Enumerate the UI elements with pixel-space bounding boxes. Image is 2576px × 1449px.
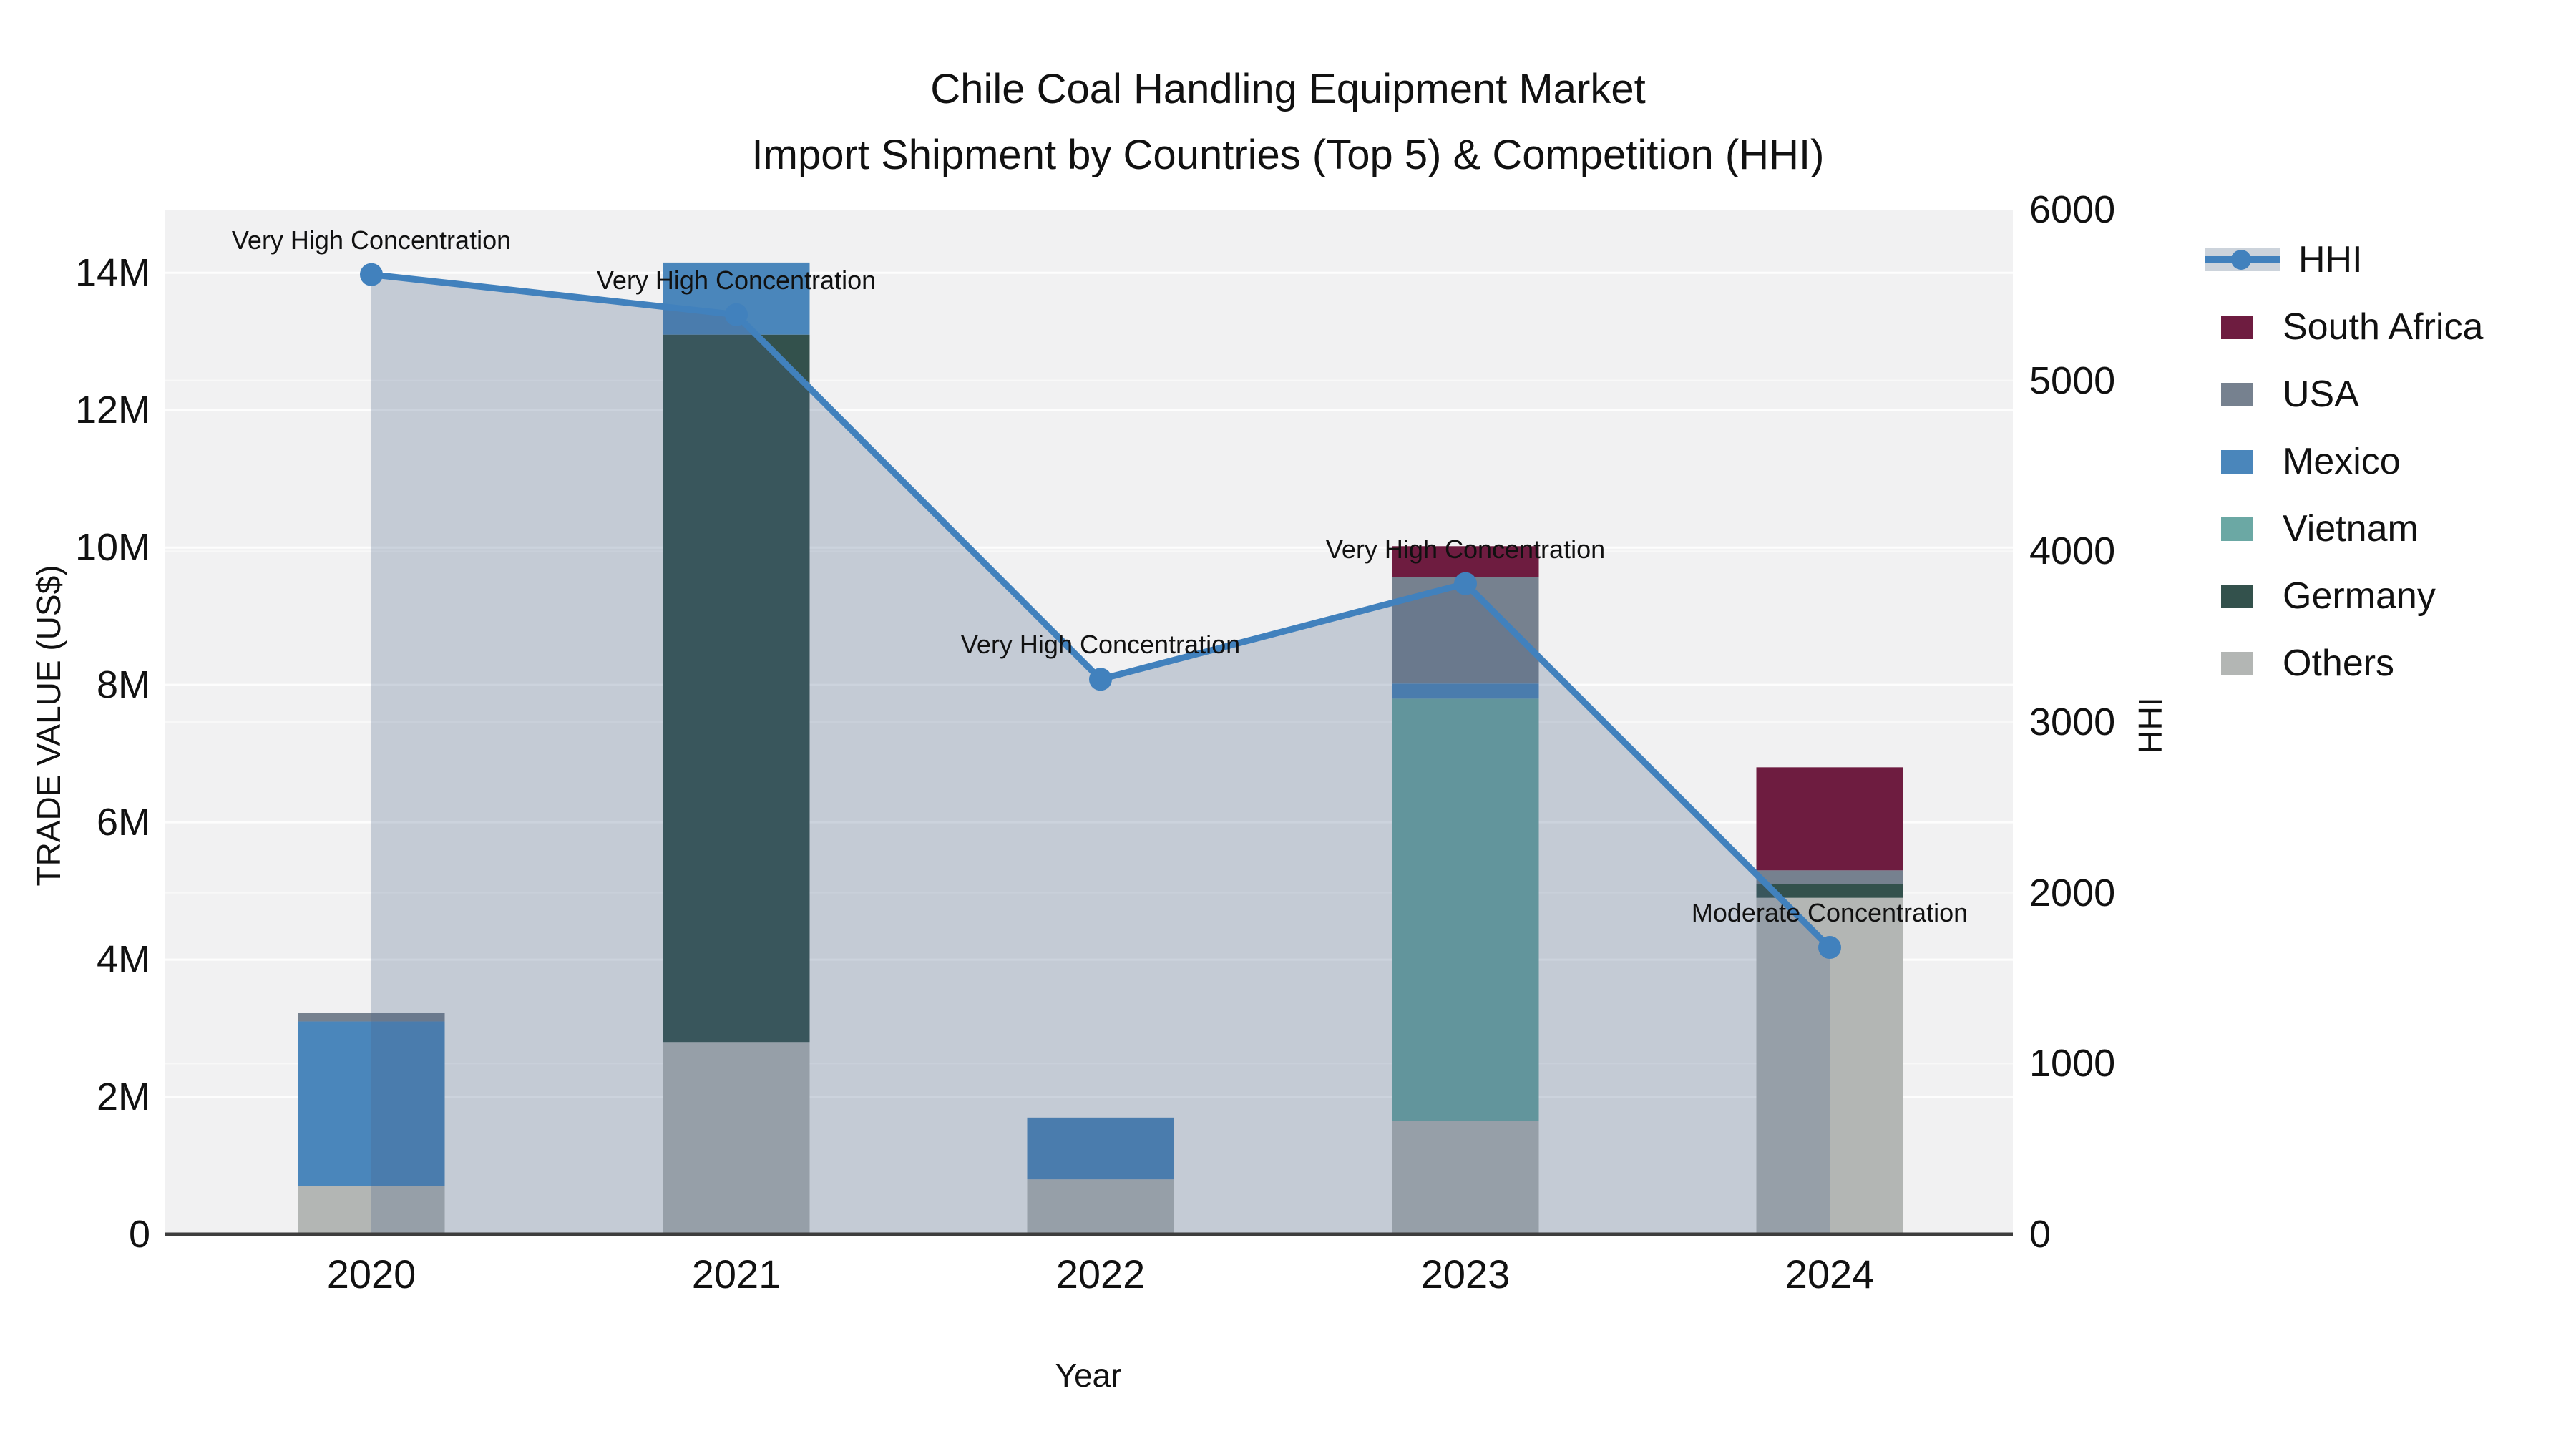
legend-label: USA <box>2283 374 2359 415</box>
legend-swatch-germany-icon <box>2221 584 2253 608</box>
hhi-marker-2023[interactable] <box>1454 572 1477 595</box>
y-left-tick-8M: 8M <box>96 663 150 707</box>
hhi-marker-2021[interactable] <box>725 303 748 326</box>
x-tick-2022: 2022 <box>1055 1252 1146 1297</box>
bar-segment-others-2020[interactable] <box>298 1186 445 1234</box>
chart-title-line2: Import Shipment by Countries (Top 5) & C… <box>751 132 1825 178</box>
bar-segment-germany-2024[interactable] <box>1756 884 1903 898</box>
x-tick-2023: 2023 <box>1420 1252 1511 1297</box>
bar-segment-mexico-2023[interactable] <box>1392 683 1539 699</box>
chart-title-line1: Chile Coal Handling Equipment Market <box>930 66 1646 112</box>
legend-swatch-vietnam-icon <box>2221 517 2253 541</box>
annotation-2024: Moderate Concentration <box>1691 898 1968 928</box>
hhi-line-sample-icon <box>2205 248 2280 271</box>
hhi-marker-2020[interactable] <box>360 263 383 286</box>
hhi-marker-2024[interactable] <box>1818 936 1841 960</box>
legend-item-usa[interactable]: USA <box>2205 361 2483 428</box>
legend-label: South Africa <box>2283 306 2484 348</box>
bar-segment-others-2022[interactable] <box>1027 1179 1174 1234</box>
legend-item-vietnam[interactable]: Vietnam <box>2205 495 2483 562</box>
y-left-tick-14M: 14M <box>74 251 150 295</box>
bar-segment-vietnam-2023[interactable] <box>1392 698 1539 1121</box>
y-right-tick-2000: 2000 <box>2029 871 2116 914</box>
y-left-tick-6M: 6M <box>96 801 150 844</box>
y-left-tick-0: 0 <box>128 1213 150 1256</box>
y-left-tick-2M: 2M <box>96 1075 150 1119</box>
legend-item-mexico[interactable]: Mexico <box>2205 428 2483 495</box>
bar-segment-south-africa-2024[interactable] <box>1756 767 1903 871</box>
y-right-tick-3000: 3000 <box>2029 701 2116 743</box>
legend-swatch-usa-icon <box>2221 382 2253 406</box>
x-tick-2020: 2020 <box>326 1252 416 1297</box>
y-right-tick-0: 0 <box>2029 1213 2051 1256</box>
legend-label: Mexico <box>2283 441 2401 482</box>
y-left-tick-12M: 12M <box>74 389 150 432</box>
legend-item-south-africa[interactable]: South Africa <box>2205 293 2483 361</box>
bar-segment-others-2023[interactable] <box>1392 1121 1539 1234</box>
legend-item-others[interactable]: Others <box>2205 630 2483 697</box>
legend-label: Others <box>2283 643 2395 684</box>
x-axis-title: Year <box>1055 1357 1122 1394</box>
hhi-area-fill <box>371 274 1830 1234</box>
y-right-tick-1000: 1000 <box>2029 1042 2116 1085</box>
bar-segment-mexico-2022[interactable] <box>1027 1117 1174 1180</box>
annotation-2023: Very High Concentration <box>1325 534 1606 564</box>
annotation-2022: Very High Concentration <box>960 630 1241 660</box>
legend-swatch-mexico-icon <box>2221 449 2253 474</box>
legend-item-germany[interactable]: Germany <box>2205 562 2483 630</box>
legend-label: Vietnam <box>2283 508 2419 550</box>
bar-segment-others-2021[interactable] <box>663 1042 810 1234</box>
bar-segment-usa-2020[interactable] <box>298 1013 445 1022</box>
y-left-tick-4M: 4M <box>96 938 150 982</box>
annotation-2021: Very High Concentration <box>596 265 877 295</box>
legend-label: Germany <box>2283 575 2436 617</box>
x-tick-2024: 2024 <box>1785 1252 1875 1297</box>
bar-segment-germany-2021[interactable] <box>663 334 810 1043</box>
bar-segment-mexico-2020[interactable] <box>298 1021 445 1186</box>
legend-label: HHI <box>2298 239 2363 280</box>
hhi-line-sample-marker <box>2231 250 2251 270</box>
legend-swatch-south-africa-icon <box>2221 315 2253 339</box>
legend-swatch-others-icon <box>2221 651 2253 675</box>
hhi-marker-2022[interactable] <box>1089 668 1112 691</box>
legend: HHI South Africa USA Mexico Vietnam Germany Ot… <box>2205 226 2483 697</box>
annotation-2020: Very High Concentration <box>231 225 512 255</box>
y-right-tick-4000: 4000 <box>2029 530 2116 573</box>
x-tick-2021: 2021 <box>691 1252 781 1297</box>
y-right-tick-6000: 6000 <box>2029 188 2116 231</box>
bar-segment-south-africa-2023[interactable] <box>1392 546 1539 577</box>
bar-segment-usa-2024[interactable] <box>1756 870 1903 884</box>
y-left-tick-10M: 10M <box>74 526 150 570</box>
legend-item-hhi[interactable]: HHI <box>2205 226 2483 293</box>
y-right-tick-5000: 5000 <box>2029 358 2116 402</box>
